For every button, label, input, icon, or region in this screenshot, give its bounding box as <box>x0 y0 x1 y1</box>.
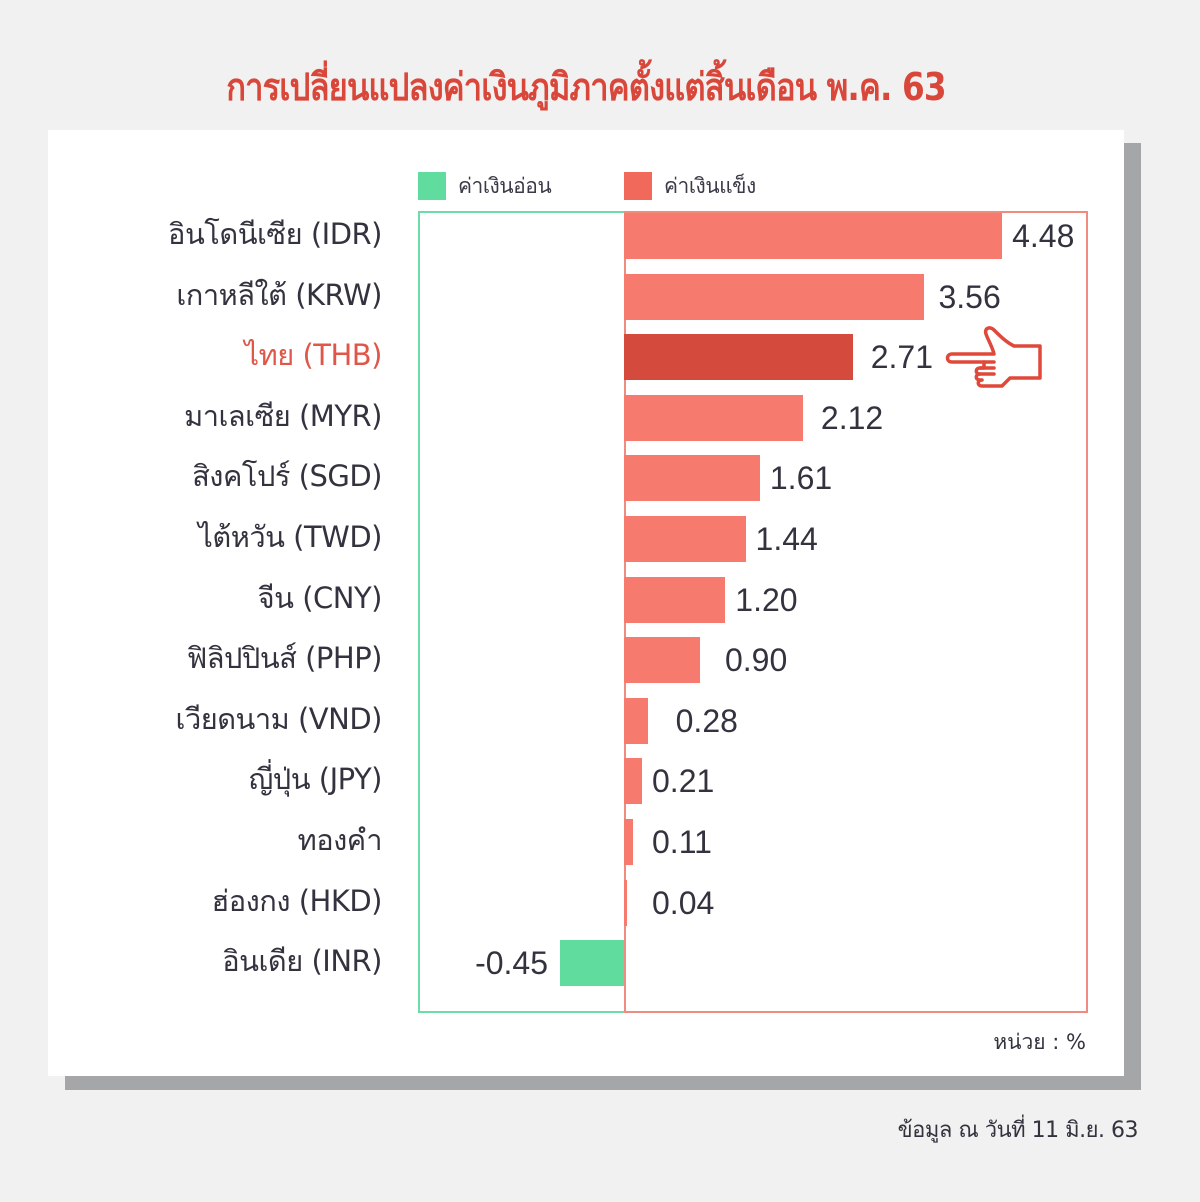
bar-value-label: 1.61 <box>769 460 833 496</box>
bar <box>624 516 746 562</box>
row-label: จีน (CNY) <box>257 581 383 615</box>
bar-value-label: 2.71 <box>870 339 933 375</box>
row-label: สิงคโปร์ (SGD) <box>192 459 382 493</box>
bar-value-label: 1.20 <box>735 582 798 618</box>
bar <box>624 758 642 804</box>
row-label: มาเลเซีย (MYR) <box>184 399 382 433</box>
negative-region-frame <box>418 211 624 1013</box>
bar-value-label: 0.28 <box>675 703 738 739</box>
bar-value-label: -0.45 <box>475 945 549 981</box>
legend-weak: ค่าเงินอ่อน <box>418 172 552 200</box>
bar-value-label: 0.90 <box>724 642 788 678</box>
bar <box>624 880 628 926</box>
bar <box>624 395 803 441</box>
bar-value-label: 2.12 <box>820 400 884 436</box>
bar-value-label: 3.56 <box>938 279 1001 315</box>
bar <box>624 819 634 865</box>
bar <box>560 940 624 986</box>
bar-value-label: 0.21 <box>652 763 715 799</box>
bar <box>624 637 700 683</box>
bar <box>624 274 925 320</box>
row-label: เวียดนาม (VND) <box>175 702 383 736</box>
source-note: ข้อมูล ณ วันที่ 11 มิ.ย. 63 <box>897 1118 1139 1143</box>
bar-value-label: 4.48 <box>1012 218 1075 254</box>
bar <box>624 577 726 623</box>
bar-value-label: 1.44 <box>755 521 818 557</box>
legend-weak-label: ค่าเงินอ่อน <box>458 173 552 198</box>
legend-strong-swatch <box>624 172 652 200</box>
row-label: ทองคำ <box>297 823 383 857</box>
row-label: ฮ่องกง (HKD) <box>211 884 383 918</box>
bar-value-label: 0.04 <box>652 885 715 921</box>
row-label: ฟิลิปปินส์ (PHP) <box>186 641 383 675</box>
row-label: อินเดีย (INR) <box>222 944 382 978</box>
bar <box>624 698 648 744</box>
row-label: เกาหลีใต้ (KRW) <box>176 278 382 312</box>
row-label: ไต้หวัน (TWD) <box>198 520 382 554</box>
chart-title: การเปลี่ยนแปลงค่าเงินภูมิภาคตั้งแต่สิ้นเ… <box>226 65 946 109</box>
legend-weak-swatch <box>418 172 446 200</box>
legend-strong-label: ค่าเงินแข็ง <box>664 173 756 198</box>
bar <box>624 334 853 380</box>
pointing-hand-icon <box>945 326 1042 388</box>
row-label: ญี่ปุ่น (JPY) <box>248 762 383 796</box>
legend-strong: ค่าเงินแข็ง <box>624 172 756 200</box>
bar <box>624 455 760 501</box>
chart-card <box>48 130 1124 1076</box>
row-label: อินโดนีเซีย (IDR) <box>168 217 382 251</box>
bar-value-label: 0.11 <box>652 824 712 860</box>
bar <box>624 213 1003 259</box>
row-label: ไทย (THB) <box>244 338 383 372</box>
unit-label: หน่วย : % <box>993 1030 1086 1054</box>
